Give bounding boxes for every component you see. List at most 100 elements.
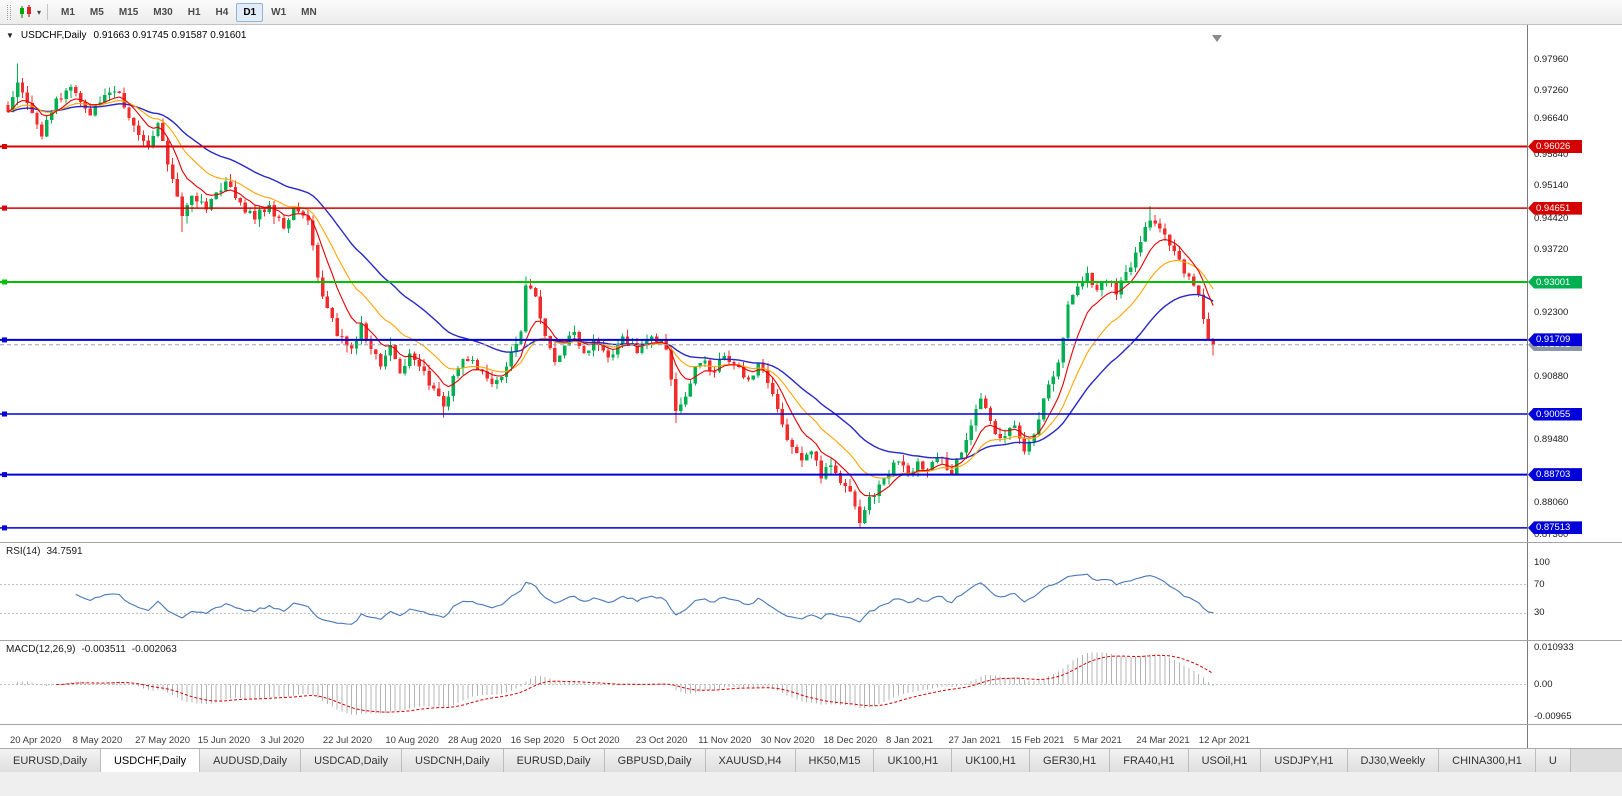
svg-text:28 Aug 2020: 28 Aug 2020 bbox=[448, 735, 501, 746]
chart-shift-marker-icon bbox=[1212, 35, 1222, 42]
ohlc-values: 0.91663 0.91745 0.91587 0.91601 bbox=[93, 30, 247, 41]
svg-text:3 Jul 2020: 3 Jul 2020 bbox=[260, 735, 304, 746]
rsi-pane-separator[interactable] bbox=[0, 542, 1622, 543]
timeframe-button-mn[interactable]: MN bbox=[301, 6, 317, 18]
price-tick-label: 0.95840 bbox=[1534, 148, 1569, 160]
symbol-period-label: USDCHF,Daily bbox=[20, 30, 87, 41]
svg-text:8 Jan 2021: 8 Jan 2021 bbox=[886, 735, 933, 746]
price-tick-label: 0.96640 bbox=[1534, 113, 1569, 124]
chart-tab-eurusd-daily[interactable]: EURUSD,Daily bbox=[0, 749, 101, 772]
chart-tab-usdcad-daily[interactable]: USDCAD,Daily bbox=[301, 749, 403, 772]
level-price-tag[interactable]: 0.88703 bbox=[1528, 468, 1582, 482]
svg-text:23 Oct 2020: 23 Oct 2020 bbox=[636, 735, 688, 746]
chart-tab-usdjpy-h1[interactable]: USDJPY,H1 bbox=[1261, 749, 1348, 772]
timeframe-button-h4[interactable]: H4 bbox=[215, 6, 229, 18]
svg-text:30 Nov 2020: 30 Nov 2020 bbox=[761, 735, 815, 746]
macd-signal-line bbox=[56, 654, 1214, 713]
date-axis: 20 Apr 2020 8 May 2020 27 May 2020 15 Jun 2… bbox=[10, 735, 1250, 746]
svg-text:15 Jun 2020: 15 Jun 2020 bbox=[198, 735, 250, 746]
rsi-value: 34.7591 bbox=[46, 546, 83, 557]
chart-tab-uk100-h1[interactable]: UK100,H1 bbox=[952, 749, 1031, 772]
chart-tab-uk100-h1[interactable]: UK100,H1 bbox=[874, 749, 953, 772]
rsi-scale-label: 100 bbox=[1534, 557, 1550, 568]
price-tick-label: 0.93720 bbox=[1534, 243, 1569, 255]
timeframe-button-d1[interactable]: D1 bbox=[236, 2, 264, 22]
toolbar-separator bbox=[47, 4, 49, 20]
chart-tab-usoil-h1[interactable]: USOil,H1 bbox=[1188, 749, 1262, 772]
level-price-tag[interactable]: 0.94651 bbox=[1528, 201, 1582, 215]
chart-tab-fra40-h1[interactable]: FRA40,H1 bbox=[1110, 749, 1189, 772]
macd-signal-value: -0.002063 bbox=[131, 644, 177, 655]
support-resistance-lines bbox=[0, 144, 1527, 531]
chart-tab-audusd-daily[interactable]: AUDUSD,Daily bbox=[200, 749, 302, 772]
chart-tab-dj30-weekly[interactable]: DJ30,Weekly bbox=[1347, 749, 1440, 772]
svg-text:5 Oct 2020: 5 Oct 2020 bbox=[573, 735, 619, 746]
price-tick-label: 0.89480 bbox=[1534, 433, 1569, 445]
price-axis: 0.97960 0.97260 0.96640 0.95840 0.95140 0.944… bbox=[1527, 25, 1622, 748]
chart-tab-u[interactable]: U bbox=[1535, 749, 1571, 772]
level-price-tag[interactable]: 0.96026 bbox=[1528, 140, 1582, 153]
chart-tab-ger30-h1[interactable]: GER30,H1 bbox=[1030, 749, 1111, 772]
candlestick-chart-glyph bbox=[20, 5, 31, 18]
price-chart-canvas[interactable]: 20 Apr 2020 8 May 2020 27 May 2020 15 Jun 2… bbox=[0, 25, 1527, 748]
svg-text:11 Nov 2020: 11 Nov 2020 bbox=[698, 735, 751, 746]
macd-scale-label: -0.00965 bbox=[1534, 710, 1572, 722]
timeframe-button-m15[interactable]: M15 bbox=[118, 6, 139, 18]
svg-text:20 Apr 2020: 20 Apr 2020 bbox=[10, 735, 61, 746]
timeframe-button-w1[interactable]: W1 bbox=[271, 6, 287, 18]
collapse-triangle-icon[interactable]: ▼ bbox=[6, 31, 14, 40]
price-tick-label: 0.92300 bbox=[1534, 307, 1569, 319]
candlestick-chart-icon[interactable] bbox=[15, 3, 37, 22]
ma-slow-line bbox=[7, 103, 1214, 460]
rsi-pane bbox=[0, 573, 1527, 625]
svg-text:5 Mar 2021: 5 Mar 2021 bbox=[1074, 735, 1122, 746]
ma-fast-line bbox=[7, 96, 1214, 497]
svg-text:12 Apr 2021: 12 Apr 2021 bbox=[1199, 735, 1250, 746]
level-price-tag[interactable]: 0.91709 bbox=[1528, 333, 1582, 347]
candles-layer bbox=[6, 63, 1215, 528]
timeframe-button-h1[interactable]: H1 bbox=[187, 6, 201, 18]
timeframe-button-m30[interactable]: M30 bbox=[153, 6, 173, 18]
price-tick-label: 0.94420 bbox=[1534, 212, 1569, 224]
rsi-level-label: 30 bbox=[1534, 607, 1545, 619]
chart-window: 20 Apr 2020 8 May 2020 27 May 2020 15 Jun 2… bbox=[0, 25, 1622, 748]
ma-mid-line bbox=[7, 99, 1214, 479]
chart-type-dropdown-icon[interactable]: ▾ bbox=[37, 7, 42, 17]
chart-tab-hk50-m15[interactable]: HK50,M15 bbox=[795, 749, 875, 772]
price-tick-label: 0.90880 bbox=[1534, 371, 1569, 382]
level-price-tag[interactable]: 0.93001 bbox=[1528, 275, 1582, 289]
price-tick-label: 0.88060 bbox=[1534, 497, 1569, 509]
toolbar-grip[interactable] bbox=[7, 4, 11, 20]
chart-tab-usdchf-daily[interactable]: USDCHF,Daily bbox=[100, 749, 201, 772]
bottom-strip bbox=[0, 772, 1622, 796]
macd-main-value: -0.003511 bbox=[81, 644, 126, 655]
level-price-tag[interactable]: 0.87513 bbox=[1528, 521, 1582, 535]
svg-text:15 Feb 2021: 15 Feb 2021 bbox=[1011, 735, 1064, 746]
svg-text:16 Sep 2020: 16 Sep 2020 bbox=[511, 735, 565, 746]
macd-pane-separator[interactable] bbox=[0, 640, 1622, 641]
svg-text:10 Aug 2020: 10 Aug 2020 bbox=[385, 735, 438, 746]
chart-title: ▼ USDCHF,Daily 0.91663 0.91745 0.91587 0… bbox=[6, 30, 246, 41]
svg-text:27 Jan 2021: 27 Jan 2021 bbox=[949, 735, 1001, 746]
macd-scale-label: 0.00 bbox=[1534, 678, 1553, 690]
rsi-level-label: 70 bbox=[1534, 578, 1545, 590]
rsi-indicator-label: RSI(14) 34.7591 bbox=[6, 546, 83, 557]
svg-text:8 May 2020: 8 May 2020 bbox=[73, 735, 123, 746]
level-price-tag[interactable]: 0.90055 bbox=[1528, 407, 1582, 421]
svg-text:18 Dec 2020: 18 Dec 2020 bbox=[823, 735, 877, 746]
macd-name: MACD(12,26,9) bbox=[6, 644, 76, 655]
chart-tab-eurusd-daily[interactable]: EURUSD,Daily bbox=[503, 749, 605, 772]
price-tick-label: 0.95140 bbox=[1534, 180, 1569, 192]
chart-tab-china300-h1[interactable]: CHINA300,H1 bbox=[1439, 749, 1536, 772]
timeframe-button-m1[interactable]: M1 bbox=[61, 6, 75, 18]
macd-pane bbox=[0, 652, 1527, 715]
macd-scale-label: 0.010933 bbox=[1534, 641, 1574, 653]
chart-tab-usdcnh-daily[interactable]: USDCNH,Daily bbox=[402, 749, 504, 772]
svg-text:24 Mar 2021: 24 Mar 2021 bbox=[1136, 735, 1189, 746]
timeframe-group: M1 M5 M15 M30 H1 H4 D1 W1 MN bbox=[54, 2, 324, 22]
date-axis-separator bbox=[0, 724, 1622, 725]
chart-tab-gbpusd-daily[interactable]: GBPUSD,Daily bbox=[604, 749, 706, 772]
timeframe-button-m5[interactable]: M5 bbox=[89, 6, 104, 18]
chart-tab-xauusd-h4[interactable]: XAUUSD,H4 bbox=[705, 749, 796, 772]
chart-tab-bar: EURUSD,Daily USDCHF,Daily AUDUSD,Daily USDC… bbox=[0, 748, 1622, 772]
